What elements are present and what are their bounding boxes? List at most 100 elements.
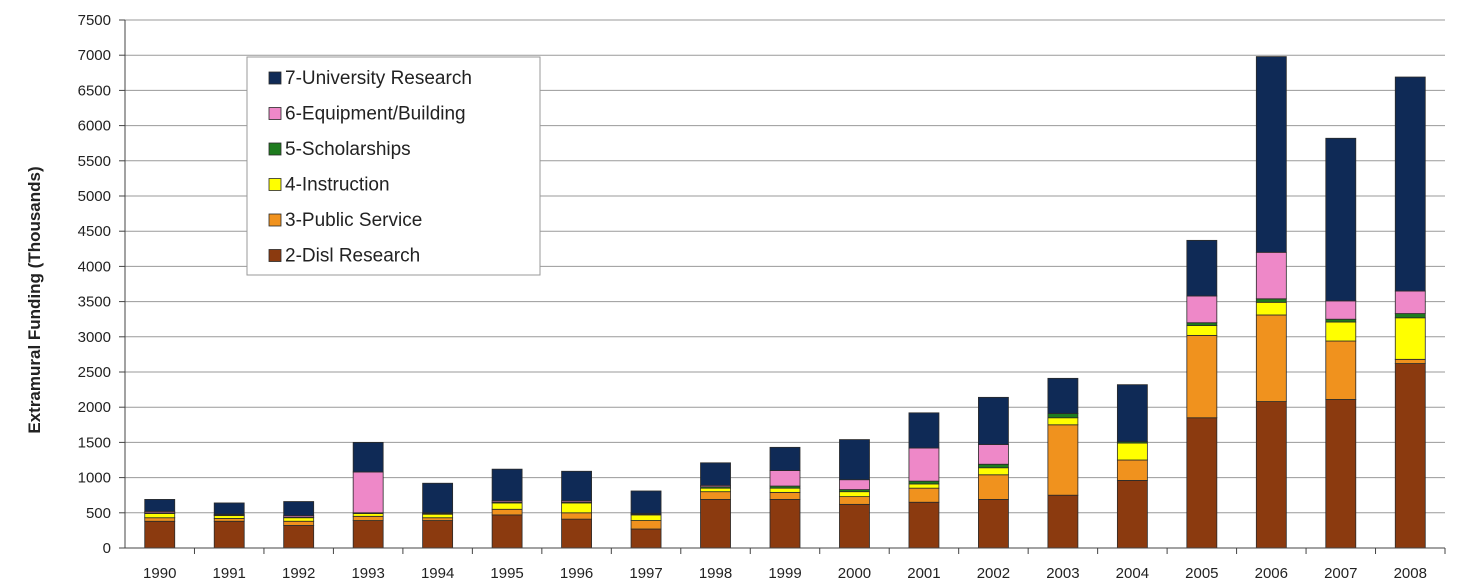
y-tick-label: 4000 (78, 258, 111, 275)
bar-segment (908, 447, 940, 482)
bar-segment (630, 528, 662, 549)
bar-segment (630, 514, 662, 521)
bar-segment (422, 482, 454, 514)
bar-segment (1325, 399, 1357, 549)
y-tick-label: 3500 (78, 294, 111, 311)
x-tick-label: 1996 (560, 565, 593, 582)
y-tick-label: 3000 (78, 329, 111, 346)
bar-segment (978, 467, 1009, 476)
bar-segment (978, 499, 1009, 549)
y-tick-label: 500 (86, 505, 111, 522)
bar-segment (144, 520, 176, 549)
bar-segment (1394, 358, 1426, 364)
bar-segment (1047, 377, 1079, 414)
bar-stack-2007 (1325, 137, 1357, 549)
bar-segment (700, 462, 731, 486)
bar-segment (491, 502, 523, 510)
bar-segment (839, 479, 870, 490)
legend: 7-University Research 6-Equipment/Buildin… (246, 56, 541, 276)
bar-segment (630, 490, 662, 514)
bar-segment (769, 491, 801, 500)
bar-segment (700, 499, 731, 549)
bar-segment (283, 517, 315, 522)
bar-segment (1047, 494, 1079, 549)
x-tick-label: 1997 (629, 565, 662, 582)
bar-segment (1394, 290, 1426, 314)
bar-segment (839, 496, 870, 505)
bar-segment (491, 508, 523, 516)
bar-segment (1325, 321, 1357, 342)
bar-segment (630, 520, 662, 530)
bar-segment (700, 491, 731, 500)
x-tick-label: 2006 (1255, 565, 1288, 582)
bar-segment (978, 463, 1009, 469)
bar-stack-2008 (1394, 76, 1426, 549)
bar-segment (422, 517, 454, 521)
bar-segment (283, 520, 315, 526)
x-tick-label: 1993 (351, 565, 384, 582)
bar-segment (283, 501, 315, 517)
y-axis-ticks: 0 500 1000 1500 2000 2500 3000 3500 4000 4500 5000… (78, 12, 125, 557)
bar-segment (1255, 56, 1287, 253)
bar-segment (1394, 313, 1426, 319)
bar-segment (1047, 424, 1079, 496)
bar-segment (978, 474, 1009, 500)
y-tick-label: 6000 (78, 118, 111, 135)
y-tick-label: 1000 (78, 470, 111, 487)
bar-segment (213, 518, 245, 522)
bar-segment (978, 396, 1009, 445)
legend-swatch (268, 142, 282, 156)
bar-stack-1995 (491, 468, 523, 549)
bar-stack-2004 (1116, 384, 1148, 549)
y-tick-label: 7000 (78, 47, 111, 64)
x-axis-ticks: 1990 1991 1992 1993 1994 1995 1996 1997 1998 1999… (143, 548, 1446, 582)
x-tick-label: 1995 (490, 565, 523, 582)
bar-segment (144, 499, 176, 512)
bar-segment (700, 487, 731, 493)
bar-segment (1325, 318, 1357, 323)
legend-swatch (268, 71, 282, 85)
bar-segment (352, 513, 384, 517)
bar-segment (561, 512, 592, 520)
x-tick-label: 2001 (907, 565, 940, 582)
x-tick-label: 1990 (143, 565, 176, 582)
bar-segment (561, 502, 592, 514)
bar-segment (839, 503, 870, 549)
bar-stack-1997 (630, 490, 662, 549)
bar-segment (352, 441, 384, 473)
bar-stack-1998 (700, 462, 731, 549)
bar-segment (352, 471, 384, 514)
bar-segment (908, 487, 940, 503)
bar-segment (1255, 301, 1287, 316)
bar-segment (1325, 300, 1357, 320)
bar-stack-2003 (1047, 377, 1079, 549)
bar-segment (1116, 384, 1148, 443)
bar-segment (213, 515, 245, 519)
y-axis-label: Extramural Funding (Thousands) (25, 166, 44, 433)
y-tick-label: 1500 (78, 434, 111, 451)
bar-segment (352, 520, 384, 549)
bar-segment (1394, 76, 1426, 292)
bar-segment (561, 518, 592, 549)
y-tick-label: 5000 (78, 188, 111, 205)
bar-segment (1047, 417, 1079, 426)
bar-segment (283, 525, 315, 549)
bar-segment (769, 499, 801, 549)
bar-stack-1993 (352, 441, 384, 549)
bar-stack-2002 (978, 396, 1009, 549)
legend-label: 3-Public Service (285, 210, 422, 231)
bar-segment (908, 501, 940, 549)
bar-segment (1255, 314, 1287, 402)
x-tick-label: 2007 (1324, 565, 1357, 582)
y-tick-label: 5500 (78, 153, 111, 170)
legend-label: 4-Instruction (285, 175, 390, 196)
bar-segment (422, 513, 454, 519)
bar-segment (213, 520, 245, 549)
x-tick-label: 2008 (1394, 565, 1427, 582)
bar-segment (1325, 137, 1357, 302)
bar-segment (213, 502, 245, 515)
bar-segment (769, 470, 801, 487)
bar-segment (1186, 334, 1218, 419)
bar-stack-1991 (213, 502, 245, 549)
y-tick-label: 7500 (78, 12, 111, 29)
